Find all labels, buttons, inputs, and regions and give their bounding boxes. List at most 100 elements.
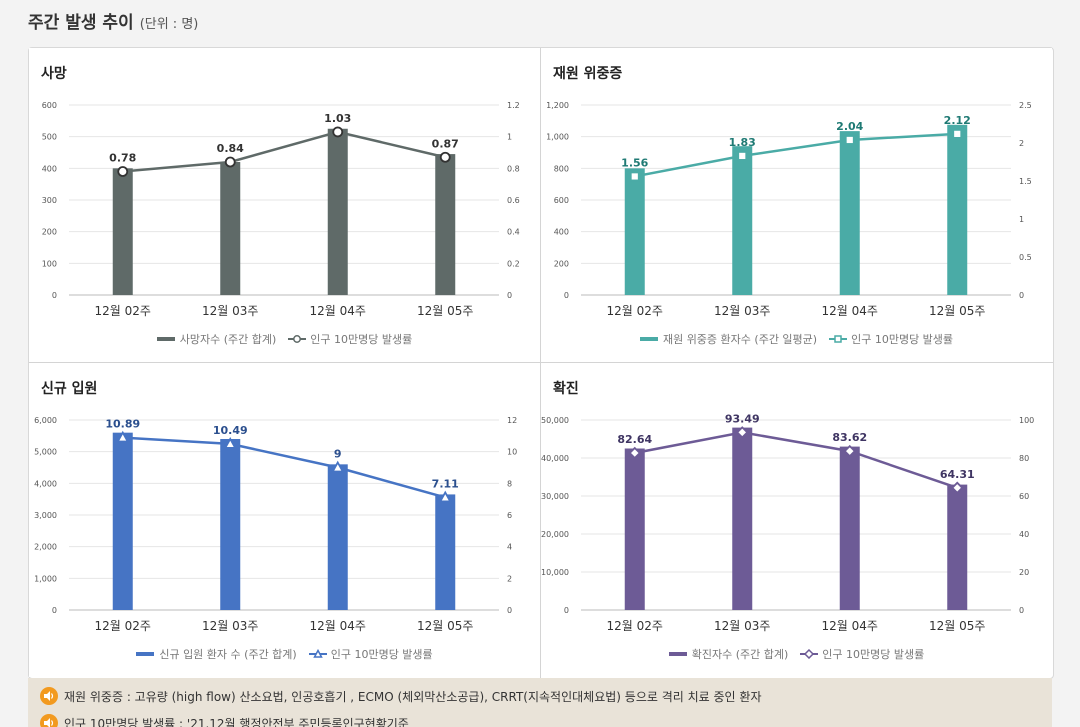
y-tick-left: 200 <box>554 259 569 268</box>
data-label: 93.49 <box>725 412 760 425</box>
bar <box>732 146 753 295</box>
y-tick-left: 1,000 <box>546 133 569 142</box>
legend-line-label: 인구 10만명당 발생률 <box>330 648 433 661</box>
bar <box>839 446 860 610</box>
y-tick-left: 0 <box>564 291 569 300</box>
chart-title: 신규 입원 <box>41 381 98 397</box>
x-tick-label: 12월 02주 <box>607 304 663 318</box>
legend-bar-label: 확진자수 (주간 합계) <box>691 648 789 661</box>
legend-line-square-icon <box>829 335 848 343</box>
bar <box>435 154 456 295</box>
footnote-item: 인구 10만명당 발생률 : '21.12월 행정안전부 주민등록인구현황기준 <box>40 714 409 727</box>
y-tick-left: 40,000 <box>541 454 569 463</box>
chart-panel-death: 사망 0 100 200 300 400 500 600 0 0.2 0.4 0.6 0.8 1 1.2 1… <box>29 48 540 362</box>
y-tick-right: 10 <box>507 448 517 457</box>
y-tick-left: 30,000 <box>541 492 569 501</box>
legend-item-line: 인구 10만명당 발생률 <box>288 331 412 347</box>
rate-point <box>952 128 963 139</box>
y-tick-left: 2,000 <box>34 543 57 552</box>
data-label: 64.31 <box>940 468 975 481</box>
y-tick-left: 50,000 <box>541 416 569 425</box>
y-tick-left: 400 <box>42 164 57 173</box>
y-tick-left: 0 <box>52 606 57 615</box>
data-label: 2.12 <box>944 114 971 127</box>
y-tick-left: 1,200 <box>546 101 569 110</box>
x-tick-label: 12월 04주 <box>310 304 366 318</box>
rate-point <box>843 444 857 458</box>
data-label: 0.78 <box>109 152 136 165</box>
chart-legend: 재원 위중증 환자수 (주간 일평균) 인구 10만명당 발생률 <box>541 331 1052 347</box>
panel-divider-horizontal <box>29 362 1053 363</box>
x-tick-label: 12월 05주 <box>417 304 473 318</box>
rate-line <box>634 431 958 489</box>
y-tick-right: 1.2 <box>507 101 520 110</box>
y-tick-right: 0.6 <box>507 196 520 205</box>
y-tick-right: 8 <box>507 479 512 488</box>
y-tick-right: 2.5 <box>1019 101 1032 110</box>
data-label: 1.83 <box>729 136 756 149</box>
confirmed-chart: 0 10,000 20,000 30,000 40,000 50,000 0 20 40 60 80… <box>541 412 1034 633</box>
y-tick-right: 80 <box>1019 454 1029 463</box>
y-tick-left: 0 <box>52 291 57 300</box>
y-tick-left: 800 <box>554 164 569 173</box>
chart-legend: 확진자수 (주간 합계) 인구 10만명당 발생률 <box>541 646 1052 662</box>
legend-line-label: 인구 10만명당 발생률 <box>851 333 954 346</box>
data-label: 9 <box>334 448 342 461</box>
y-tick-left: 10,000 <box>541 568 569 577</box>
footnote-text: 인구 10만명당 발생률 : '21.12월 행정안전부 주민등록인구현황기준 <box>64 716 409 727</box>
rate-point <box>438 490 452 503</box>
data-label: 2.04 <box>836 120 863 133</box>
y-tick-left: 6,000 <box>34 416 57 425</box>
speaker-icon <box>40 714 58 727</box>
bar <box>624 168 645 295</box>
rate-point <box>737 151 748 161</box>
data-label: 10.89 <box>105 418 140 431</box>
footnote-item: 재원 위중증 : 고유량 (high flow) 산소요법, 인공호흡기 , E… <box>40 687 761 705</box>
x-tick-label: 12월 05주 <box>929 619 985 633</box>
chart-grid: 사망 0 100 200 300 400 500 600 0 0.2 0.4 0.6 0.8 1 1.2 1… <box>28 47 1054 679</box>
x-tick-label: 12월 02주 <box>607 619 663 633</box>
x-tick-label: 12월 03주 <box>714 619 770 633</box>
rate-point <box>331 460 345 473</box>
x-tick-label: 12월 03주 <box>714 304 770 318</box>
severe-chart: 0 200 400 600 800 1,000 1,200 0 0.5 1 1.5 2 2.5 12월 0… <box>546 101 1032 318</box>
bar <box>112 168 133 295</box>
x-tick-label: 12월 05주 <box>929 304 985 318</box>
section-title: 주간 발생 추이 <box>28 13 134 33</box>
y-tick-left: 1,000 <box>34 574 57 583</box>
y-tick-right: 0.2 <box>507 259 520 268</box>
y-tick-right: 1.5 <box>1019 177 1032 186</box>
y-tick-right: 100 <box>1019 416 1034 425</box>
rate-point <box>950 481 964 495</box>
legend-line-circle-icon <box>288 335 307 343</box>
data-label: 82.64 <box>617 433 652 446</box>
x-tick-label: 12월 03주 <box>202 619 258 633</box>
legend-item-line: 인구 10만명당 발생률 <box>829 331 953 347</box>
y-tick-left: 300 <box>42 196 57 205</box>
x-tick-label: 12월 04주 <box>310 619 366 633</box>
y-tick-right: 0 <box>507 606 512 615</box>
legend-item-line: 인구 10만명당 발생률 <box>308 646 433 662</box>
rate-point <box>844 135 855 145</box>
chart-panel-confirmed: 확진 0 10,000 20,000 30,000 40,000 50,000 0 20 40 6… <box>541 363 1052 677</box>
legend-line-triangle-icon <box>308 649 327 658</box>
admission-chart: 0 1,000 2,000 3,000 4,000 5,000 6,000 0 2 4 6 8 10 12… <box>34 416 517 633</box>
speaker-icon <box>40 687 58 705</box>
section-header: 주간 발생 추이 (단위 : 명) <box>28 8 198 34</box>
data-label: 1.56 <box>621 156 648 169</box>
data-label: 10.49 <box>213 424 248 437</box>
y-tick-right: 20 <box>1019 568 1029 577</box>
rate-point <box>224 156 236 168</box>
rate-line <box>122 130 446 173</box>
legend-bar-swatch <box>156 337 175 341</box>
y-tick-right: 0 <box>1019 606 1024 615</box>
y-tick-left: 600 <box>554 196 569 205</box>
y-tick-right: 12 <box>507 416 517 425</box>
y-tick-left: 100 <box>42 259 57 268</box>
bar <box>947 124 968 296</box>
rate-point <box>628 446 642 460</box>
y-tick-left: 4,000 <box>34 479 57 488</box>
y-tick-right: 1 <box>507 133 512 142</box>
y-tick-right: 0 <box>1019 291 1024 300</box>
legend-item-line: 인구 10만명당 발생률 <box>800 646 924 662</box>
